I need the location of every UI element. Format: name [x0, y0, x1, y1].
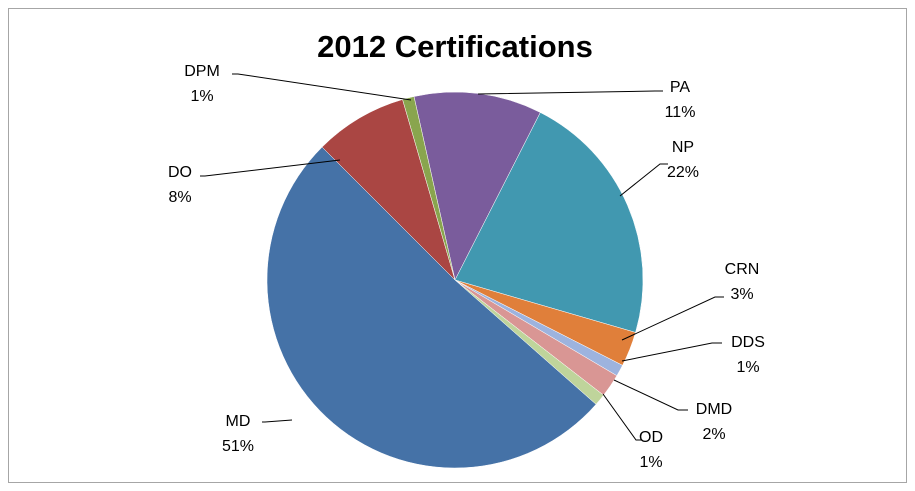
leader-line: [232, 73, 412, 101]
slice-value-label: 2%: [702, 426, 725, 443]
pie-slice: [454, 112, 644, 333]
slice-value-label: 8%: [168, 189, 191, 206]
pie-slice: [266, 146, 597, 469]
leader-line: [621, 342, 722, 362]
slice-value-label: 3%: [730, 286, 753, 303]
leader-line: [621, 296, 724, 341]
leader-line: [619, 163, 668, 197]
leader-line: [613, 379, 688, 411]
slice-label: OD: [639, 429, 663, 446]
slice-label: CRN: [725, 261, 760, 278]
slice-label: PA: [670, 79, 690, 96]
leader-line: [602, 393, 642, 441]
slice-value-label: 22%: [667, 164, 699, 181]
pie-slice: [413, 91, 541, 281]
leader-line: [200, 159, 341, 177]
slice-label: MD: [226, 413, 251, 430]
slice-value-label: 11%: [665, 104, 696, 121]
chart-title: 2012 Certifications: [317, 29, 593, 64]
pie-slice: [402, 96, 456, 281]
slice-value-label: 1%: [736, 359, 759, 376]
pie-slice: [321, 99, 456, 281]
slice-label: DPM: [184, 63, 220, 80]
slice-label: DO: [168, 164, 192, 181]
slice-label: NP: [672, 139, 694, 156]
slice-value-label: 51%: [222, 438, 254, 455]
leader-line: [262, 419, 293, 423]
slice-value-label: 1%: [190, 88, 213, 105]
slice-label: DMD: [696, 401, 732, 418]
slice-label: DDS: [731, 334, 765, 351]
leader-line: [477, 90, 663, 95]
slice-value-label: 1%: [639, 454, 662, 471]
